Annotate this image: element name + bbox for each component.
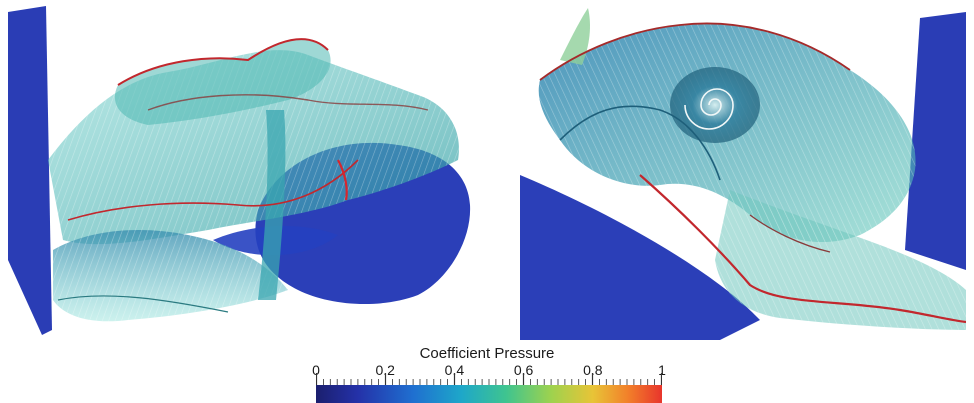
colorbar-ticks xyxy=(316,373,662,385)
colorbar-tick-label: 0.2 xyxy=(375,362,395,378)
colorbar-title: Coefficient Pressure xyxy=(419,345,555,362)
left-flow-view xyxy=(8,0,472,345)
vortex-edge-line-3 xyxy=(559,105,721,181)
vortex-core-spiral xyxy=(684,88,734,130)
vortex-edge-line-1 xyxy=(539,22,851,81)
colorbar-tick-label: 0.8 xyxy=(583,362,603,378)
fuselage-surface xyxy=(520,175,760,340)
vortex-sheet-lower-stripes xyxy=(53,230,288,322)
vortex-edge-line-2 xyxy=(639,174,966,324)
right-flow-svg xyxy=(520,8,966,340)
vortex-edge-line-4 xyxy=(749,214,831,253)
wing-surface-right xyxy=(905,12,966,270)
left-flow-svg xyxy=(8,6,471,335)
colorbar-tick-label: 0.4 xyxy=(444,362,465,378)
vortex-edge-line-2 xyxy=(67,159,359,221)
vortex-core-swirl xyxy=(670,67,760,143)
vortex-sheet-tip xyxy=(560,8,590,65)
colorbar-gradient xyxy=(316,385,662,403)
colorbar-tick-label: 0 xyxy=(312,362,320,378)
colorbar-tick-label: 0.6 xyxy=(513,362,534,378)
vortex-edge-line-1 xyxy=(117,38,329,86)
vortex-edge-line-5 xyxy=(57,295,229,313)
vortex-edge-line-3 xyxy=(337,159,348,201)
colorbar-legend: Coefficient Pressure 0 0.2 0.4 0.6 0.8 1 xyxy=(0,345,974,403)
colorbar-tick-label: 1 xyxy=(658,362,666,378)
vortex-edge-line-4 xyxy=(147,94,429,111)
wing-surface-left xyxy=(8,6,52,335)
right-flow-view xyxy=(520,0,966,345)
